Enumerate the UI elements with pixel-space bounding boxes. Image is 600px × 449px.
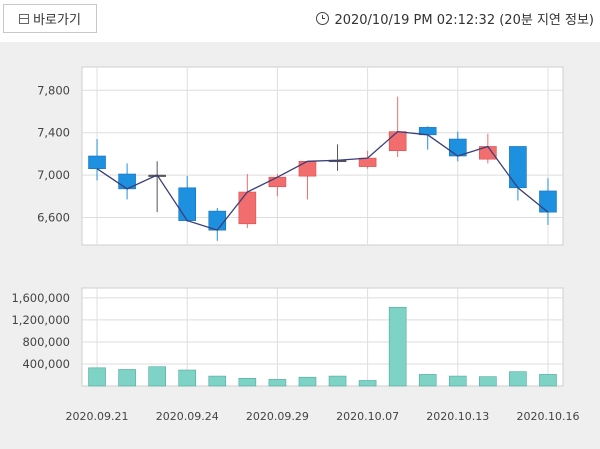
candle-body — [388, 131, 407, 152]
candle-body — [88, 155, 106, 170]
x-tick-label: 2020.09.29 — [246, 410, 309, 423]
price-tick-label: 7,800 — [37, 83, 70, 97]
volume-bar — [268, 379, 287, 387]
volume-tick-label: 1,200,000 — [11, 313, 70, 327]
candle-body — [358, 157, 377, 167]
window-icon — [19, 13, 30, 24]
volume-bar — [358, 380, 377, 387]
candle-body — [298, 160, 317, 177]
shortcut-button[interactable]: 바로가기 — [3, 4, 97, 33]
volume-tick-label: 800,000 — [22, 335, 70, 349]
volume-bar — [539, 374, 557, 387]
x-tick-label: 2020.09.21 — [66, 410, 129, 423]
timestamp-text: 2020/10/19 PM 02:12:32 (20분 지연 정보) — [334, 13, 594, 28]
x-tick-label: 2020.10.07 — [336, 410, 399, 423]
candle-body — [268, 176, 287, 188]
stock-chart: 6,600 7,000 7,400 7,800 400,000 800,000 1,200,… — [11, 66, 579, 423]
volume-bar — [388, 306, 407, 387]
volume-bar — [298, 376, 317, 387]
volume-bar — [88, 367, 106, 387]
shortcut-label: 바로가기 — [33, 13, 81, 28]
price-tick-label: 6,600 — [37, 210, 70, 224]
candle-body — [178, 187, 197, 221]
volume-bar — [148, 366, 166, 387]
volume-bar — [238, 377, 257, 387]
volume-tick-label: 400,000 — [22, 357, 70, 371]
x-tick-label: 2020.10.13 — [426, 410, 489, 423]
close-price-line — [96, 130, 549, 231]
candle-body — [539, 190, 557, 213]
volume-bar — [479, 376, 497, 387]
volume-bar — [328, 375, 347, 387]
volume-bar — [509, 371, 527, 387]
price-tick-label: 7,000 — [37, 168, 70, 182]
volume-bar — [178, 369, 197, 387]
candle-body — [238, 191, 257, 225]
volume-bar — [448, 375, 467, 387]
price-tick-label: 7,400 — [37, 126, 70, 140]
top-bar: 바로가기 2020/10/19 PM 02:12:32 (20분 지연 정보) — [0, 0, 600, 40]
volume-tick-label: 1,600,000 — [11, 291, 70, 305]
candle-body — [509, 146, 527, 189]
volume-bar — [118, 369, 136, 387]
x-tick-label: 2020.09.24 — [156, 410, 219, 423]
volume-bar — [208, 375, 227, 387]
volume-bar — [418, 374, 437, 387]
candle-body — [208, 210, 227, 231]
clock-icon — [316, 12, 330, 25]
timestamp: 2020/10/19 PM 02:12:32 (20분 지연 정보) — [316, 9, 594, 28]
chart-area: 6,600 7,000 7,400 7,800 400,000 800,000 1,200,… — [0, 42, 600, 449]
x-tick-label: 2020.10.16 — [516, 410, 579, 423]
